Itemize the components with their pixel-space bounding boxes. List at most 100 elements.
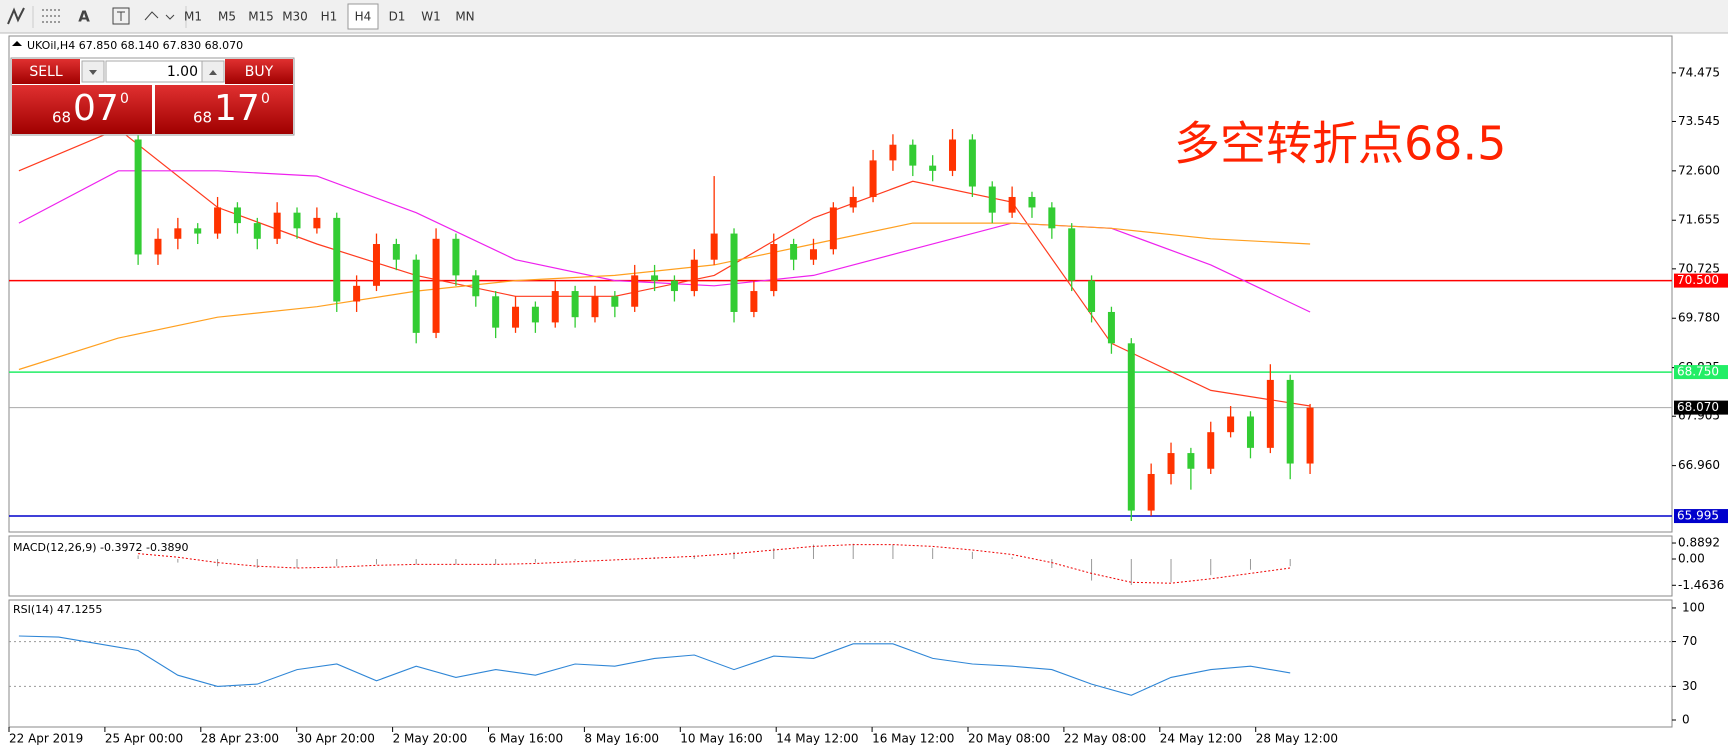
rsi-tick-label: 0 [1682,712,1690,726]
time-label: 22 Apr 2019 [9,732,83,746]
rsi-tick-label: 70 [1682,634,1697,648]
candle-body [551,291,559,323]
candle-body [988,186,996,213]
candle-body [412,259,420,333]
macd-tick-label: 0.00 [1678,551,1705,565]
time-label: 16 May 12:00 [872,732,954,746]
time-label: 14 May 12:00 [776,732,858,746]
candle-body [750,291,758,312]
macd-panel [8,535,1673,597]
price-plot [9,128,1672,522]
timeframe-button[interactable]: H1 [321,10,338,24]
sell-label[interactable]: SELL [29,64,63,80]
bid-sup: 0 [120,91,129,107]
text-tool[interactable]: A [78,8,90,26]
candle-body [1127,343,1135,511]
timeframe-button[interactable]: M5 [218,10,236,24]
lot-value[interactable]: 1.00 [167,64,198,80]
collapse-arrow[interactable] [12,41,22,46]
time-label: 8 May 16:00 [584,732,659,746]
candle-body [651,275,659,281]
candle-body [1167,453,1175,474]
candle-body [1008,196,1016,213]
ask-big: 68 [193,109,212,127]
candle-body [492,296,500,328]
candle-body [1187,453,1195,469]
candle-body [611,296,619,307]
level-label-bg [1674,273,1728,288]
time-label: 28 Apr 23:00 [201,732,279,746]
y-tick-label: 66.960 [1678,458,1720,472]
candle-body [372,244,380,286]
toolbar-icons [7,6,187,28]
toolbar [0,0,1728,33]
candle-body [452,238,460,276]
timeframe-button[interactable]: W1 [421,10,441,24]
candle-body [512,306,520,328]
candle-body [829,207,837,250]
rsi-tick-label: 30 [1682,679,1697,693]
candle-body [1107,311,1115,344]
candle-body [1068,228,1076,281]
buy-label[interactable]: BUY [245,64,274,80]
y-tick-label: 70.725 [1678,261,1720,275]
y-tick-label: 71.655 [1678,213,1720,227]
candle-body [869,160,877,197]
time-label: 30 Apr 20:00 [297,732,375,746]
timeframe-button[interactable]: MN [455,10,474,24]
candle-body [1028,196,1036,208]
candle-body [1207,432,1215,469]
buy-button[interactable] [225,59,293,84]
candle-body [571,291,579,318]
rsi-tick-label: 100 [1682,600,1705,614]
bid-mid: 07 [73,88,119,129]
timeframe-button[interactable]: M30 [282,10,308,24]
axes: 74.47573.54572.60071.65570.72569.78068.8… [8,65,1728,746]
candle-body [710,233,718,260]
candle-body [730,233,738,312]
timeframe-button[interactable]: D1 [389,10,406,24]
chart-icon[interactable] [7,7,25,25]
candle-body [1227,416,1235,433]
level-label-bg [1674,365,1728,380]
ask-box[interactable] [155,85,293,134]
level-label-bg [1674,400,1728,415]
trade-panel: SELL BUY 1.00 68 07 0 68 17 0 [10,57,295,136]
candle-body [313,217,321,229]
lot-up-arrow [209,70,217,75]
rsi-panel [8,599,1673,728]
timeframe-button[interactable]: M1 [184,10,202,24]
bid-box[interactable] [12,85,152,134]
objects-icon[interactable] [144,11,175,21]
candle-body [770,244,778,292]
moving-average [18,222,1311,371]
candle-body [134,139,142,255]
rsi-plot [9,635,1672,696]
level-label: 65.995 [1677,509,1719,523]
candle-body [194,228,202,234]
level-label-bg [1674,509,1728,524]
candle-body [531,306,539,323]
macd-signal [138,544,1291,584]
candle-body [670,280,678,292]
time-label: 22 May 08:00 [1064,732,1146,746]
time-label: 20 May 08:00 [968,732,1050,746]
candle-body [392,244,400,260]
candle-body [631,275,639,307]
annotation: 多空转折点68.5 [1174,117,1506,171]
candle-body [949,139,957,171]
candle-body [809,249,817,260]
text-icon-t [117,11,125,21]
rsi-header: RSI(14) 47.1255 [13,603,102,616]
ask-mid: 17 [214,88,260,129]
grid-icon[interactable] [42,9,62,23]
ask-sup: 0 [261,91,270,107]
timeframe-button[interactable]: H4 [355,10,372,24]
candle-body [214,207,222,234]
text-icon[interactable] [112,7,130,25]
level-label: 68.070 [1677,400,1719,414]
timeframe-button[interactable]: M15 [248,10,274,24]
level-label: 68.750 [1677,365,1719,379]
sell-button[interactable] [12,59,80,84]
candle-body [154,238,162,255]
